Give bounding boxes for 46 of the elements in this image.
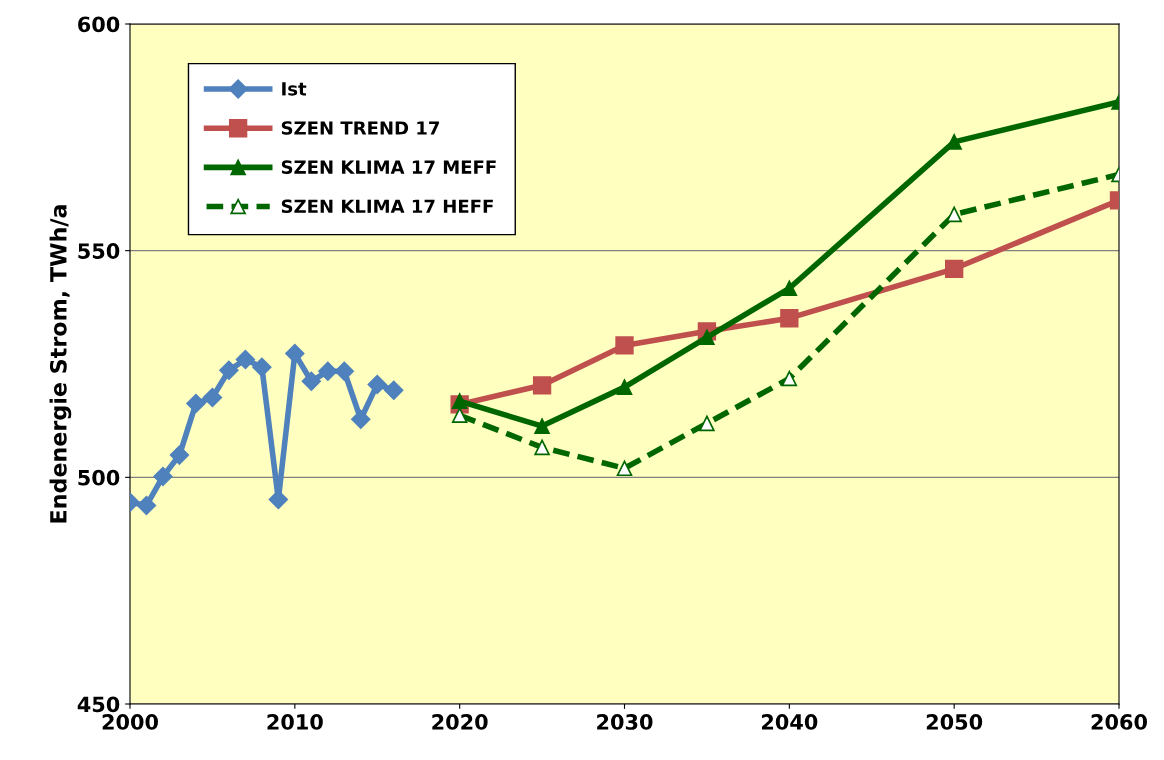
x-tick-label: 2060: [1091, 714, 1147, 730]
y-tick-label: 500: [78, 469, 120, 486]
point: [153, 466, 173, 487]
point: [451, 407, 468, 424]
point: [451, 393, 468, 409]
x-tick-label: 2050: [926, 714, 983, 730]
point: [285, 343, 305, 364]
point: [186, 393, 206, 414]
point: [252, 357, 272, 377]
point: [351, 409, 371, 429]
point: [136, 495, 157, 516]
legend-label: Ist: [282, 82, 307, 96]
point: [334, 361, 354, 381]
point: [781, 370, 798, 387]
point: [944, 259, 964, 278]
legend-label: SZEN KLIMA 17 HEFF: [281, 199, 493, 214]
point: [532, 376, 552, 395]
point: [318, 361, 338, 381]
point: [616, 460, 633, 477]
point: [301, 371, 321, 391]
y-tick-label: 600: [78, 16, 120, 33]
point: [534, 418, 550, 434]
x-tick-label: 2000: [102, 714, 158, 730]
point: [202, 387, 223, 408]
x-tick-label: 2030: [597, 714, 653, 730]
point: [219, 360, 239, 381]
x-tick-label: 2020: [432, 714, 488, 730]
point: [946, 206, 962, 223]
point: [699, 329, 715, 346]
point: [235, 349, 256, 370]
point: [781, 280, 798, 297]
point: [780, 309, 799, 328]
point: [699, 415, 715, 432]
point: [384, 380, 404, 400]
x-tick-label: 2010: [267, 714, 323, 730]
legend-label: SZEN KLIMA 17 MEFF: [281, 160, 496, 174]
y-tick-label: 550: [78, 243, 120, 259]
point: [616, 379, 633, 395]
point: [615, 336, 634, 355]
legend-label: SZEN TREND 17: [281, 121, 440, 135]
x-tick-label: 2040: [761, 714, 818, 730]
point: [534, 439, 550, 456]
point: [367, 374, 387, 395]
y-axis-title: Endenergie Strom, TWh/a: [49, 205, 72, 523]
point: [169, 445, 190, 465]
y-tick-label: 450: [77, 696, 120, 713]
